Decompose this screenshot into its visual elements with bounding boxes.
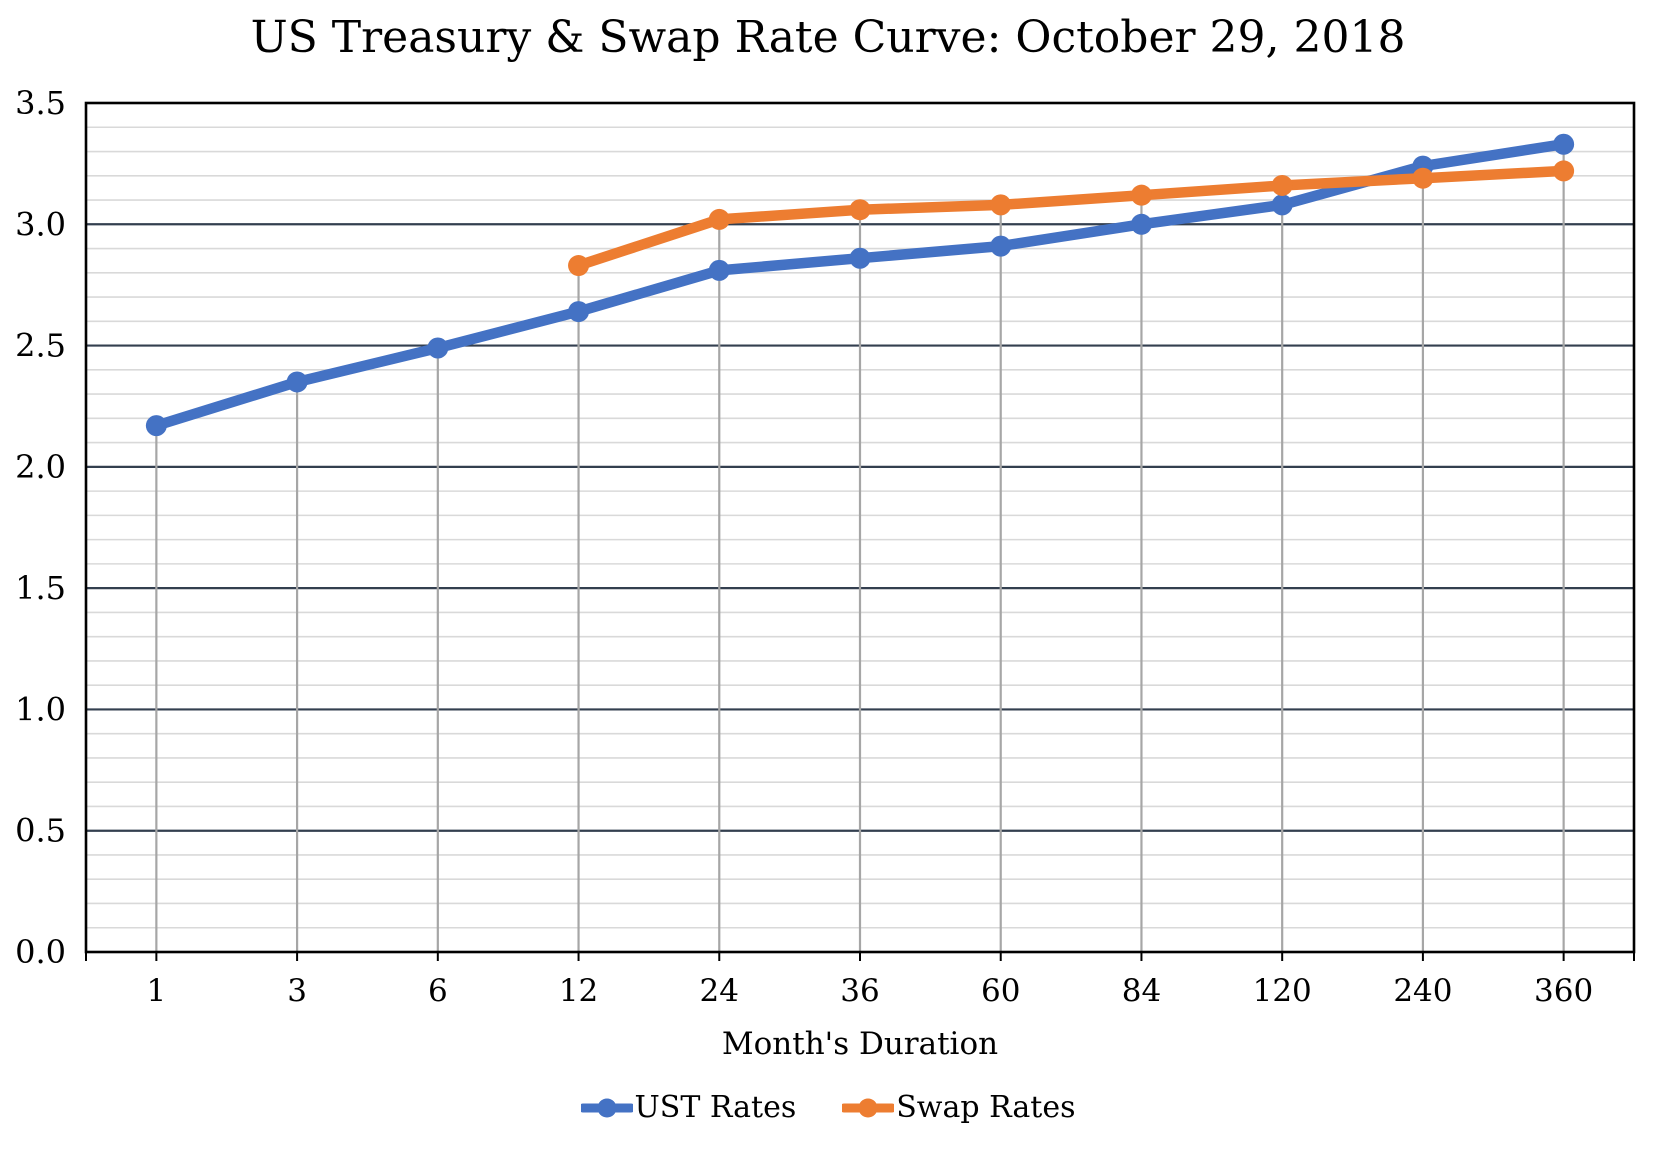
data-point-ust xyxy=(286,371,308,393)
legend: UST Rates Swap Rates xyxy=(0,1090,1656,1125)
x-tick-label: 84 xyxy=(1122,973,1161,1009)
y-tick-label: 3.5 xyxy=(15,84,66,122)
data-point-swap xyxy=(849,199,871,221)
y-tick-label: 3.0 xyxy=(15,205,66,243)
chart-title: US Treasury & Swap Rate Curve: October 2… xyxy=(250,12,1406,63)
legend-marker-icon xyxy=(842,1098,895,1117)
y-tick-label: 1.0 xyxy=(15,690,66,728)
x-tick-label: 36 xyxy=(840,973,879,1009)
data-point-ust xyxy=(145,415,167,437)
data-point-swap xyxy=(568,255,590,277)
data-point-ust xyxy=(1553,133,1575,155)
y-tick-label: 0.0 xyxy=(15,933,66,971)
data-point-swap xyxy=(1271,174,1293,196)
x-tick-label: 240 xyxy=(1393,973,1452,1009)
x-tick-label: 24 xyxy=(700,973,739,1009)
data-point-swap xyxy=(990,194,1012,216)
legend-label: UST Rates xyxy=(634,1090,797,1125)
legend-marker-icon xyxy=(580,1098,633,1117)
series-line-swap xyxy=(573,165,1569,271)
data-point-swap xyxy=(1412,167,1434,189)
x-tick-label: 360 xyxy=(1534,973,1593,1009)
y-tick-label: 1.5 xyxy=(15,569,66,607)
y-tick-label: 0.5 xyxy=(15,812,66,850)
y-tick-label: 2.5 xyxy=(15,327,66,365)
data-point-ust xyxy=(568,301,590,323)
y-tick-label: 2.0 xyxy=(15,448,66,486)
data-point-ust xyxy=(708,259,730,281)
x-axis-title: Month's Duration xyxy=(721,1026,999,1062)
x-tick-label: 1 xyxy=(146,973,166,1009)
plot-border xyxy=(84,101,1636,954)
x-tick-label: 3 xyxy=(287,973,307,1009)
data-point-ust xyxy=(1130,213,1152,235)
data-point-swap xyxy=(1553,160,1575,182)
legend-item-ust-rates: UST Rates xyxy=(580,1090,797,1125)
x-tick-label: 6 xyxy=(428,973,448,1009)
data-point-ust xyxy=(849,247,871,269)
data-point-ust xyxy=(1271,194,1293,216)
data-point-ust xyxy=(990,235,1012,257)
data-point-swap xyxy=(708,208,730,230)
legend-label: Swap Rates xyxy=(896,1090,1076,1125)
x-tick-label: 12 xyxy=(559,973,598,1009)
x-tick-label: 60 xyxy=(981,973,1020,1009)
legend-item-swap-rates: Swap Rates xyxy=(842,1090,1075,1125)
data-point-swap xyxy=(1130,184,1152,206)
x-tick-label: 120 xyxy=(1253,973,1312,1009)
data-point-ust xyxy=(427,337,449,359)
